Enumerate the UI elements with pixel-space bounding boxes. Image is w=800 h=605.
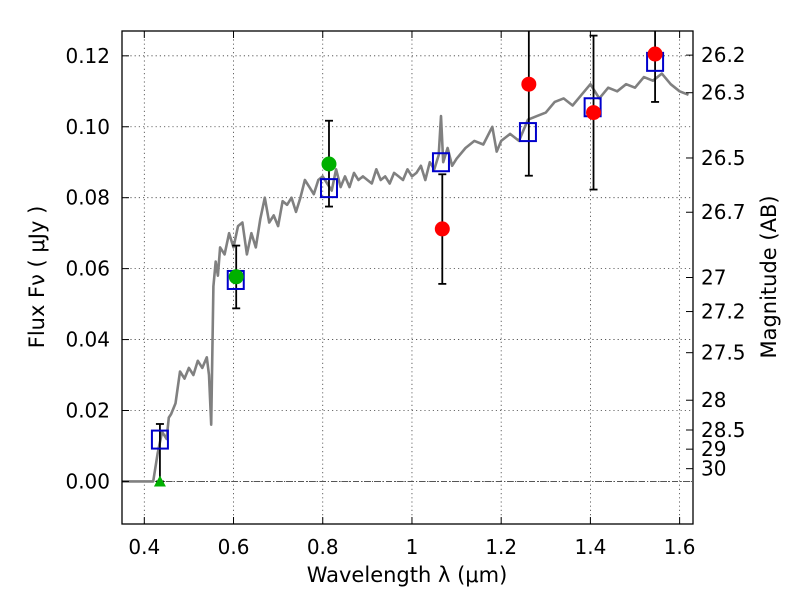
y-tick-label: 0.10 xyxy=(65,115,110,139)
model-flux-square xyxy=(150,429,169,450)
model-flux-square xyxy=(431,152,450,173)
y-tick-label: 0.04 xyxy=(65,328,110,352)
tick-labels: 0.4 0.6 0.8 1 1.2 1.4 1.6 0.00 0.02 0.04 0.06 0.08 0… xyxy=(65,43,745,559)
observed-flux-point xyxy=(586,105,602,121)
upper-limit-triangle xyxy=(153,475,166,487)
y-tick-label: 0.06 xyxy=(65,257,110,281)
x-tick-label: 1.4 xyxy=(574,535,606,559)
x-tick-label: 0.4 xyxy=(128,535,160,559)
x-tick-label: 1 xyxy=(406,535,419,559)
y2-tick-label: 29 xyxy=(701,437,726,461)
model-flux-square xyxy=(518,122,537,143)
y2-tick-label: 30 xyxy=(701,457,726,481)
y2-axis-label: Magnitude (AB) xyxy=(757,195,781,358)
y2-tick-label: 27.2 xyxy=(701,300,746,324)
observed-flux-point xyxy=(647,46,663,62)
x-tick-label: 1.6 xyxy=(664,535,696,559)
grid-lines xyxy=(122,31,693,524)
axis-ticks xyxy=(122,31,693,524)
y2-tick-label: 26.3 xyxy=(701,81,746,105)
y2-tick-label: 27.5 xyxy=(701,341,746,365)
y-tick-label: 0.02 xyxy=(65,399,110,423)
x-tick-label: 0.8 xyxy=(307,535,339,559)
model-spectrum-line xyxy=(122,72,689,483)
y-tick-label: 0.00 xyxy=(65,469,110,493)
x-tick-label: 0.6 xyxy=(218,535,250,559)
plot-area xyxy=(122,31,689,487)
y-axis-label: Flux Fν ( μJy ) xyxy=(25,206,49,349)
observed-flux-point xyxy=(521,76,537,92)
y2-tick-label: 28 xyxy=(701,388,726,412)
y-tick-label: 0.12 xyxy=(65,44,110,68)
y2-tick-label: 26.5 xyxy=(701,146,746,170)
x-axis-label: Wavelength λ (μm) xyxy=(307,563,508,587)
y2-tick-label: 26.7 xyxy=(701,200,746,224)
plot-frame xyxy=(121,30,694,525)
y2-tick-label: 26.2 xyxy=(701,43,746,67)
observed-flux-point xyxy=(228,269,244,285)
y-tick-label: 0.08 xyxy=(65,186,110,210)
observed-flux-point xyxy=(321,156,337,172)
y2-tick-label: 27 xyxy=(701,266,726,290)
model-flux-square xyxy=(319,178,338,199)
observed-flux-point xyxy=(434,221,450,237)
x-tick-label: 1.2 xyxy=(485,535,517,559)
y2-tick-label: 28.5 xyxy=(701,418,746,442)
